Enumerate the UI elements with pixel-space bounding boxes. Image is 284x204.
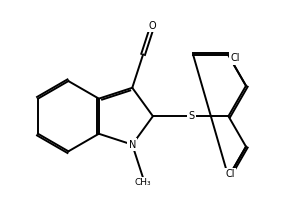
Text: S: S	[189, 111, 195, 121]
Text: CH₃: CH₃	[135, 178, 151, 187]
Text: N: N	[129, 140, 136, 150]
Text: O: O	[149, 21, 156, 31]
Text: Cl: Cl	[225, 169, 235, 179]
Text: Cl: Cl	[230, 53, 240, 63]
